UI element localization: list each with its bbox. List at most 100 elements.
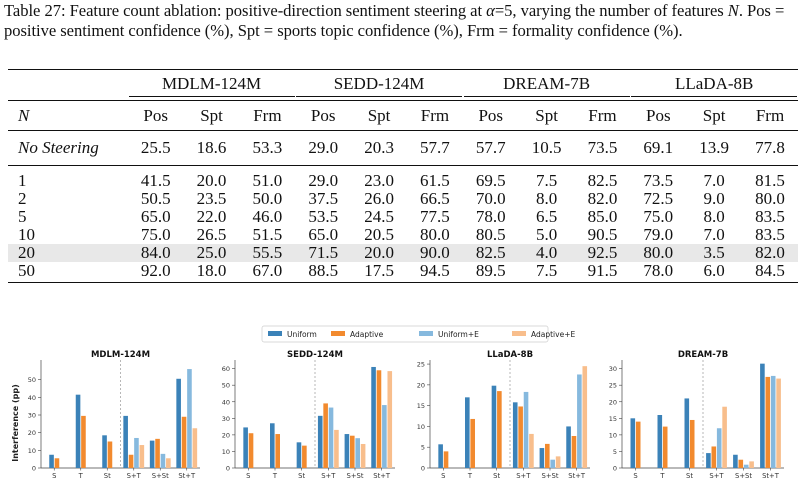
bar [128, 454, 134, 468]
corner-cell [8, 70, 128, 101]
table-cell: 90.0 [406, 244, 463, 262]
table-cell: 50.5 [140, 189, 171, 208]
bar [743, 464, 749, 468]
bar [328, 407, 334, 468]
group-header: MDLM-124M [128, 70, 296, 101]
table-cell: 3.5 [686, 244, 743, 262]
bar [555, 456, 561, 468]
table-row: 20 84.0 25.0 55.5 71.5 20.0 90.0 82.5 4.0 92.5 80.… [8, 244, 798, 262]
table-cell: 22.0 [196, 207, 227, 226]
bar [360, 443, 366, 468]
table-row: 2 50.5 23.5 50.0 37.5 26.0 66.5 70.0 8.0 82.0 72.5… [8, 190, 798, 208]
x-tick-label: T [272, 472, 278, 480]
table-row: 10 75.0 26.5 51.5 65.0 20.5 80.0 80.5 5.0 90.5 79.… [8, 226, 798, 244]
bar [123, 415, 128, 468]
table-cell: 69.1 [643, 138, 674, 157]
x-tick-label: St [493, 472, 500, 480]
table-cell: 73.5 [587, 138, 618, 157]
bar [248, 433, 254, 468]
x-tick-label: T [659, 472, 665, 480]
table-cell: 78.0 [475, 207, 506, 226]
table-cell: 71.5 [295, 244, 352, 262]
table-body: No Steering 25.5 18.6 53.3 29.0 20.3 57.7 57.7 1… [8, 130, 798, 283]
y-axis-label: Interference (pp) [11, 384, 20, 462]
legend-swatch [512, 331, 526, 336]
bar [149, 440, 155, 468]
y-tick-label: 10 [222, 448, 230, 456]
bar [81, 415, 86, 468]
bar [382, 405, 387, 468]
table-cell: 82.5 [587, 171, 618, 190]
bar [733, 454, 738, 468]
y-tick-label: 50 [222, 382, 230, 390]
row-label: 2 [18, 189, 27, 208]
group-header: LLaDA-8B [630, 70, 798, 101]
bar [296, 442, 302, 468]
table-cell: 82.5 [462, 244, 519, 262]
table-cell: 37.5 [308, 189, 339, 208]
bar [512, 402, 518, 468]
bar [630, 418, 636, 468]
y-tick-label: 20 [222, 431, 230, 439]
legend-label: Uniform [287, 330, 317, 339]
bar [317, 415, 323, 468]
x-tick-label: St+T [762, 472, 780, 480]
bar [566, 426, 571, 468]
table-cell: 23.5 [196, 189, 227, 208]
x-tick-label: St [104, 472, 111, 480]
table-cell: 75.0 [643, 207, 674, 226]
bar [270, 423, 275, 468]
table-cell: 66.5 [420, 189, 450, 208]
table-cell: 51.5 [252, 225, 283, 244]
y-tick-label: 5 [421, 444, 425, 452]
bar [275, 434, 280, 468]
table-row: 1 41.5 20.0 51.0 29.0 23.0 61.5 69.5 7.5 82.5 73.5… [8, 165, 798, 191]
row-label: No Steering [18, 138, 99, 157]
y-tick-label: 30 [28, 412, 36, 420]
y-tick-label: 0 [32, 465, 36, 473]
bar [134, 437, 139, 468]
bar [684, 398, 690, 468]
table-cell: 83.5 [755, 207, 785, 226]
x-tick-label: St+T [178, 472, 196, 480]
bar [54, 458, 60, 468]
panel-title: MDLM-124M [91, 350, 150, 360]
table-cell: 26.5 [196, 225, 227, 244]
table-cell: 75.0 [140, 225, 171, 244]
y-tick-label: 25 [609, 382, 617, 390]
table-cell: 91.5 [587, 261, 618, 280]
baseline-row: No Steering 25.5 18.6 53.3 29.0 20.3 57.7 57.7 1… [8, 130, 798, 166]
y-tick-label: 10 [28, 447, 36, 455]
bar [192, 428, 198, 468]
table-cell: 79.0 [643, 225, 674, 244]
table-cell: 29.0 [308, 171, 339, 190]
bar [689, 419, 695, 468]
table-cell: 69.5 [475, 171, 506, 190]
bar [523, 391, 529, 468]
table-cell: 89.5 [475, 261, 506, 280]
bar [770, 375, 776, 468]
table-cell: 84.0 [127, 244, 184, 262]
group-header: DREAM-7B [463, 70, 631, 101]
table-cell: 85.0 [587, 207, 618, 226]
bar [657, 415, 663, 468]
table-cell: 51.0 [252, 171, 283, 190]
table-cell: 23.0 [364, 171, 394, 190]
table-cell: 8.0 [535, 189, 558, 208]
table-caption: Table 27: Feature count ablation: positi… [4, 1, 804, 41]
table-cell: 7.0 [703, 225, 725, 244]
row-header: N [18, 105, 30, 125]
table-cell: 61.5 [420, 171, 450, 190]
table-cell: 90.5 [587, 225, 618, 244]
panel-title: DREAM-7B [678, 350, 728, 360]
x-tick-label: S [441, 472, 445, 480]
sub-header: Pos [645, 105, 671, 125]
bar [344, 434, 350, 468]
table-cell: 7.5 [535, 261, 558, 280]
bar [139, 445, 145, 468]
y-tick-label: 50 [28, 376, 36, 384]
row-label: 5 [18, 207, 27, 226]
table-cell: 46.0 [252, 207, 283, 226]
bar [155, 438, 160, 468]
bar [166, 458, 171, 468]
